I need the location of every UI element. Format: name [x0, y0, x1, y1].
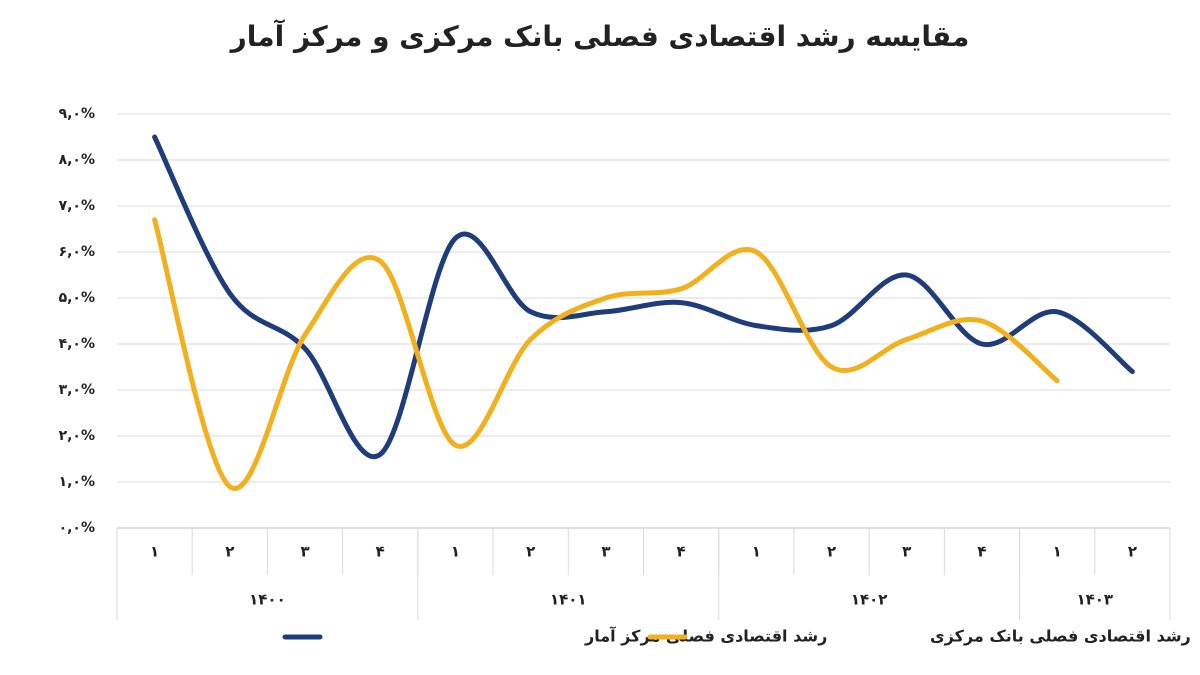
y-tick-label: ۵,۰%: [59, 290, 95, 306]
x-tick-label: ۲: [526, 543, 535, 561]
y-tick-label: ۸,۰%: [59, 152, 95, 168]
x-tick-label: ۱: [1053, 543, 1062, 561]
y-tick-label: ۱,۰%: [59, 474, 95, 490]
legend-label: رشد اقتصادی فصلی مرکز آمار: [584, 626, 827, 646]
x-tick-label: ۴: [977, 543, 986, 561]
y-tick-label: ۹,۰%: [59, 106, 95, 122]
group-label: ۱۴۰۳: [1076, 591, 1113, 609]
group-label: ۱۴۰۰: [249, 591, 286, 609]
series-line: [152, 134, 1135, 460]
y-tick-label: ۶,۰%: [59, 244, 95, 260]
legend-label: رشد اقتصادی فصلی بانک مرکزی: [930, 627, 1191, 646]
x-tick-label: ۴: [376, 543, 385, 561]
y-tick-label: ۴,۰%: [59, 336, 95, 352]
group-label: ۱۴۰۱: [550, 591, 587, 609]
x-tick-label: ۱: [752, 543, 761, 561]
y-tick-label: ۷,۰%: [59, 198, 95, 214]
x-tick-label: ۱: [150, 543, 159, 561]
x-tick-label: ۳: [300, 543, 309, 561]
x-tick-label: ۱: [451, 543, 460, 561]
series-line: [152, 217, 1060, 491]
y-tick-label: ۳,۰%: [59, 382, 95, 398]
group-label: ۱۴۰۲: [851, 591, 888, 609]
x-tick-label: ۲: [827, 543, 836, 561]
x-tick-label: ۳: [902, 543, 911, 561]
x-tick-label: ۴: [677, 543, 686, 561]
chart-title: مقایسه رشد اقتصادی فصلی بانک مرکزی و مرک…: [229, 19, 970, 53]
y-tick-label: ۲,۰%: [59, 428, 95, 444]
x-tick-label: ۳: [601, 543, 610, 561]
y-tick-label: ۰,۰%: [59, 520, 95, 536]
x-tick-label: ۲: [1128, 543, 1137, 561]
x-tick-label: ۲: [225, 543, 234, 561]
